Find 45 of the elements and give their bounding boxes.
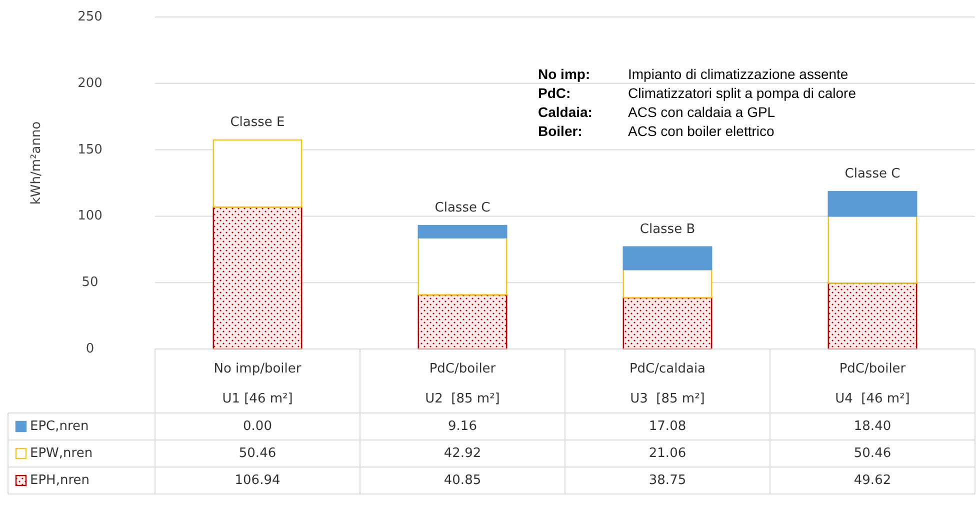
bar [418, 294, 508, 350]
y-tick-label: 250 [78, 10, 102, 25]
bar [212, 206, 302, 350]
bar [828, 191, 918, 217]
data-label: 50.46 [854, 446, 892, 462]
y-tick-label: 0 [86, 342, 94, 357]
legend-label: EPH,nren [30, 473, 90, 488]
bar [418, 237, 508, 296]
bar [828, 282, 918, 350]
data-label: 40.85 [444, 473, 482, 488]
data-label: 42.92 [444, 446, 482, 462]
x-tick-label: PdC/caldaia U3 [85 m²] [629, 362, 706, 407]
y-axis-title: kWh/m²anno [29, 121, 44, 205]
data-label: 0.00 [243, 419, 272, 434]
text: PdC: Climatizzatori split a pompa di calore [538, 85, 856, 101]
bar [418, 224, 508, 238]
data-label: 9.16 [448, 419, 477, 434]
annotation: Classe B [640, 222, 696, 237]
x-tick-label: No imp/boiler U1 [46 m²] [214, 362, 302, 407]
data-label: 106.94 [234, 473, 280, 488]
data-label: 38.75 [648, 473, 686, 488]
bar [622, 268, 712, 298]
text: No imp: Impianto di climatizzazione assente [538, 66, 848, 82]
annotation: Classe E [230, 114, 285, 130]
x-tick-label: PdC/boiler U2 [85 m²] [425, 362, 500, 407]
text: Boiler: ACS con boiler elettrico [538, 123, 774, 139]
data-label: 21.06 [648, 446, 686, 462]
bar [622, 296, 712, 350]
x-tick-label: PdC/boiler U4 [46 m²] [835, 362, 910, 407]
annotation: Classe C [434, 200, 490, 216]
y-tick-label: 50 [82, 275, 98, 290]
data-label: 18.40 [854, 419, 892, 434]
data-label: 17.08 [648, 419, 686, 434]
y-tick-label: 150 [78, 142, 102, 158]
bar [622, 246, 712, 270]
legend-label: EPC,nren [30, 419, 89, 434]
text: Caldaia: ACS con caldaia a GPL [538, 104, 776, 120]
data-label: 49.62 [854, 473, 892, 488]
annotation: Classe C [844, 166, 900, 182]
y-tick-label: 100 [78, 208, 102, 224]
data-label: 50.46 [238, 446, 276, 462]
y-tick-label: 200 [78, 76, 102, 91]
bar [212, 139, 302, 208]
bar [828, 215, 918, 284]
legend-label: EPW,nren [30, 446, 93, 462]
